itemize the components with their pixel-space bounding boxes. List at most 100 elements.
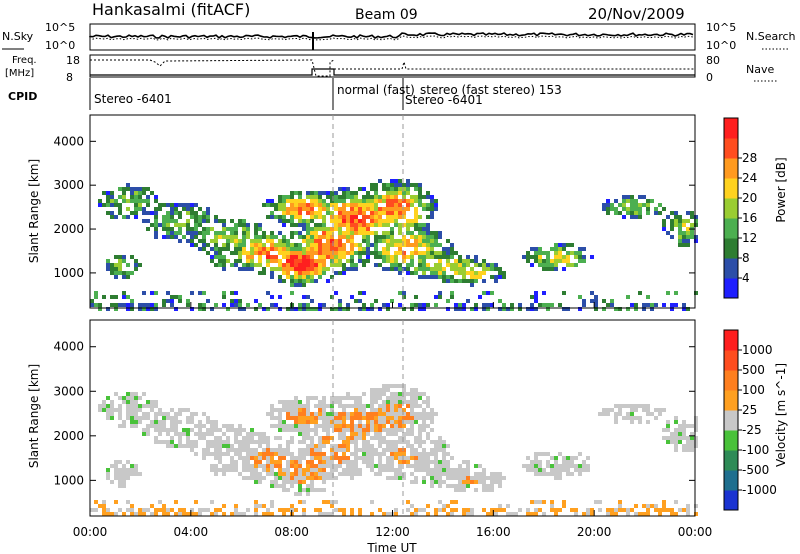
heatmap-cell bbox=[590, 508, 594, 512]
heatmap-cell bbox=[174, 219, 178, 223]
heatmap-cell bbox=[302, 307, 306, 311]
heatmap-cell bbox=[278, 215, 282, 219]
heatmap-cell bbox=[406, 187, 410, 191]
heatmap-cell bbox=[290, 436, 294, 440]
heatmap-cell bbox=[458, 468, 462, 472]
heatmap-cell bbox=[290, 484, 294, 488]
heatmap-cell bbox=[282, 408, 286, 412]
heatmap-cell bbox=[294, 480, 298, 484]
heatmap-cell bbox=[558, 303, 562, 307]
heatmap-cell bbox=[326, 239, 330, 243]
heatmap-cell bbox=[306, 263, 310, 267]
heatmap-cell bbox=[430, 472, 434, 476]
heatmap-cell bbox=[374, 388, 378, 392]
heatmap-cell bbox=[318, 412, 322, 416]
heatmap-cell bbox=[330, 424, 334, 428]
heatmap-cell bbox=[322, 500, 326, 504]
heatmap-cell bbox=[394, 416, 398, 420]
heatmap-cell bbox=[670, 432, 674, 436]
heatmap-cell bbox=[178, 203, 182, 207]
heatmap-cell bbox=[298, 191, 302, 195]
heatmap-cell bbox=[418, 243, 422, 247]
heatmap-cell bbox=[334, 247, 338, 251]
heatmap-cell bbox=[286, 416, 290, 420]
heatmap-cell bbox=[138, 404, 142, 408]
heatmap-cell bbox=[410, 444, 414, 448]
heatmap-cell bbox=[330, 416, 334, 420]
heatmap-cell bbox=[238, 424, 242, 428]
heatmap-cell bbox=[290, 267, 294, 271]
heatmap-cell bbox=[258, 440, 262, 444]
heatmap-cell bbox=[318, 488, 322, 492]
heatmap-cell bbox=[406, 243, 410, 247]
heatmap-cell bbox=[338, 299, 342, 303]
heatmap-cell bbox=[306, 444, 310, 448]
heatmap-cell bbox=[282, 247, 286, 251]
heatmap-cell bbox=[298, 307, 302, 311]
heatmap-cell bbox=[334, 207, 338, 211]
heatmap-cell bbox=[582, 468, 586, 472]
heatmap-cell bbox=[458, 263, 462, 267]
heatmap-cell bbox=[130, 408, 134, 412]
heatmap-cell bbox=[310, 191, 314, 195]
heatmap-cell bbox=[242, 227, 246, 231]
heatmap-cell bbox=[526, 508, 530, 512]
heatmap-cell bbox=[610, 508, 614, 512]
heatmap-cell bbox=[222, 468, 226, 472]
heatmap-cell bbox=[98, 404, 102, 408]
heatmap-cell bbox=[290, 428, 294, 432]
heatmap-cell bbox=[670, 223, 674, 227]
heatmap-cell bbox=[266, 464, 270, 468]
heatmap-cell bbox=[234, 263, 238, 267]
heatmap-cell bbox=[218, 263, 222, 267]
heatmap-cell bbox=[634, 307, 638, 311]
heatmap-cell bbox=[262, 247, 266, 251]
heatmap-cell bbox=[350, 259, 354, 263]
heatmap-cell bbox=[306, 207, 310, 211]
heatmap-cell bbox=[370, 420, 374, 424]
heatmap-cell bbox=[398, 468, 402, 472]
heatmap-cell bbox=[358, 243, 362, 247]
heatmap-cell bbox=[414, 235, 418, 239]
heatmap-cell bbox=[386, 400, 390, 404]
heatmap-cell bbox=[690, 215, 694, 219]
heatmap-cell bbox=[386, 199, 390, 203]
heatmap-cell bbox=[458, 464, 462, 468]
heatmap-cell bbox=[314, 235, 318, 239]
heatmap-cell bbox=[138, 408, 142, 412]
heatmap-cell bbox=[258, 235, 262, 239]
heatmap-cell bbox=[438, 243, 442, 247]
heatmap-cell bbox=[318, 195, 322, 199]
heatmap-cell bbox=[394, 452, 398, 456]
heatmap-cell bbox=[154, 211, 158, 215]
heatmap-cell bbox=[178, 420, 182, 424]
velocity-colorbar-label: Velocity [m s^-1] bbox=[774, 363, 788, 467]
heatmap-cell bbox=[402, 436, 406, 440]
heatmap-cell bbox=[282, 219, 286, 223]
heatmap-cell bbox=[654, 508, 658, 512]
heatmap-cell bbox=[454, 484, 458, 488]
heatmap-cell bbox=[186, 420, 190, 424]
heatmap-cell bbox=[426, 267, 430, 271]
heatmap-cell bbox=[426, 412, 430, 416]
colorbar-tick-label: -500 bbox=[742, 463, 769, 477]
heatmap-cell bbox=[334, 428, 338, 432]
heatmap-cell bbox=[150, 504, 154, 508]
heatmap-cell bbox=[430, 476, 434, 480]
heatmap-cell bbox=[206, 227, 210, 231]
heatmap-cell bbox=[242, 235, 246, 239]
heatmap-cell bbox=[470, 307, 474, 311]
heatmap-cell bbox=[166, 223, 170, 227]
heatmap-cell bbox=[246, 432, 250, 436]
heatmap-cell bbox=[314, 239, 318, 243]
heatmap-cell bbox=[686, 424, 690, 428]
heatmap-cell bbox=[534, 259, 538, 263]
heatmap-cell bbox=[422, 440, 426, 444]
heatmap-cell bbox=[634, 512, 638, 516]
heatmap-cell bbox=[398, 416, 402, 420]
heatmap-cell bbox=[582, 247, 586, 251]
heatmap-cell bbox=[118, 412, 122, 416]
heatmap-cell bbox=[534, 468, 538, 472]
x-tick-label: 00:00 bbox=[678, 525, 713, 539]
heatmap-cell bbox=[450, 500, 454, 504]
